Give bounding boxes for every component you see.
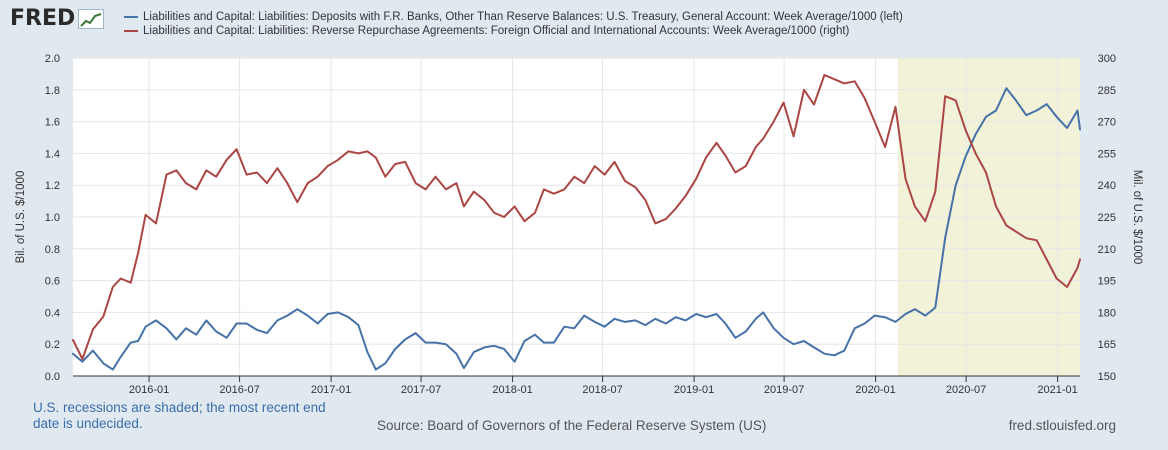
- y-tick-label-left: 0.0: [45, 371, 60, 383]
- y-tick-label-left: 0.2: [45, 339, 60, 351]
- chart-legend: Liabilities and Capital: Liabilities: De…: [124, 10, 903, 38]
- legend-swatch-red: [124, 30, 138, 32]
- y-tick-label-right: 165: [1098, 339, 1116, 351]
- x-tick-label: 2018-01: [492, 384, 532, 396]
- y-tick-label-left: 0.4: [45, 307, 60, 319]
- y-tick-label-left: 2.0: [45, 53, 60, 65]
- series-line-treasury: [72, 87, 1081, 371]
- y-tick-label-left: 1.4: [45, 148, 60, 160]
- y-tick-label-right: 300: [1098, 53, 1116, 65]
- legend-label-treasury: Liabilities and Capital: Liabilities: De…: [143, 11, 903, 23]
- x-tick-label: 2020-07: [946, 384, 986, 396]
- y-tick-label-left: 1.0: [45, 212, 60, 224]
- x-tick-label: 2020-01: [855, 384, 895, 396]
- y-tick-label-right: 225: [1098, 212, 1116, 224]
- legend-swatch-blue: [124, 16, 138, 18]
- y-tick-label-left: 1.2: [45, 180, 60, 192]
- y-tick-label-right: 150: [1098, 371, 1116, 383]
- x-tick-label: 2017-01: [311, 384, 351, 396]
- x-tick-label: 2021-01: [1037, 384, 1077, 396]
- y-tick-label-right: 210: [1098, 244, 1116, 256]
- y-tick-label-right: 195: [1098, 276, 1116, 288]
- site-link[interactable]: fred.stlouisfed.org: [1008, 418, 1116, 433]
- y-axis-title-right: Mil. of U.S. $/1000: [1131, 170, 1143, 265]
- x-tick-label: 2018-07: [582, 384, 622, 396]
- chart-line-icon: [78, 8, 105, 29]
- series-line-reverse-repo: [72, 74, 1081, 360]
- recession-note: U.S. recessions are shaded; the most rec…: [33, 400, 326, 431]
- fred-logo[interactable]: FRED: [10, 6, 105, 31]
- legend-entry-treasury[interactable]: Liabilities and Capital: Liabilities: De…: [124, 10, 903, 24]
- y-tick-label-left: 1.6: [45, 117, 60, 129]
- y-tick-label-left: 0.6: [45, 276, 60, 288]
- y-tick-label-right: 270: [1098, 117, 1116, 129]
- fred-logo-text: FRED: [10, 6, 76, 31]
- x-tick-label: 2016-07: [219, 384, 259, 396]
- y-tick-label-right: 285: [1098, 85, 1116, 97]
- y-tick-label-left: 1.8: [45, 85, 60, 97]
- legend-label-reverse-repo: Liabilities and Capital: Liabilities: Re…: [143, 25, 850, 37]
- x-tick-label: 2019-01: [674, 384, 714, 396]
- y-tick-label-right: 180: [1098, 307, 1116, 319]
- x-tick-label: 2017-07: [401, 384, 441, 396]
- y-tick-label-right: 255: [1098, 148, 1116, 160]
- source-note: Source: Board of Governors of the Federa…: [377, 418, 767, 433]
- y-tick-label-right: 240: [1098, 180, 1116, 192]
- x-tick-label: 2016-01: [129, 384, 169, 396]
- legend-entry-reverse-repo[interactable]: Liabilities and Capital: Liabilities: Re…: [124, 24, 903, 38]
- y-axis-title-left: Bil. of U.S. $/1000: [15, 171, 27, 264]
- x-tick-label: 2019-07: [764, 384, 804, 396]
- chart-area[interactable]: 0.0 0.2 0.4 0.6 0.8 1.0 1.2 1.4 1.6 1.8 2.0 150 165 1…: [0, 0, 1168, 400]
- y-tick-label-left: 0.8: [45, 244, 60, 256]
